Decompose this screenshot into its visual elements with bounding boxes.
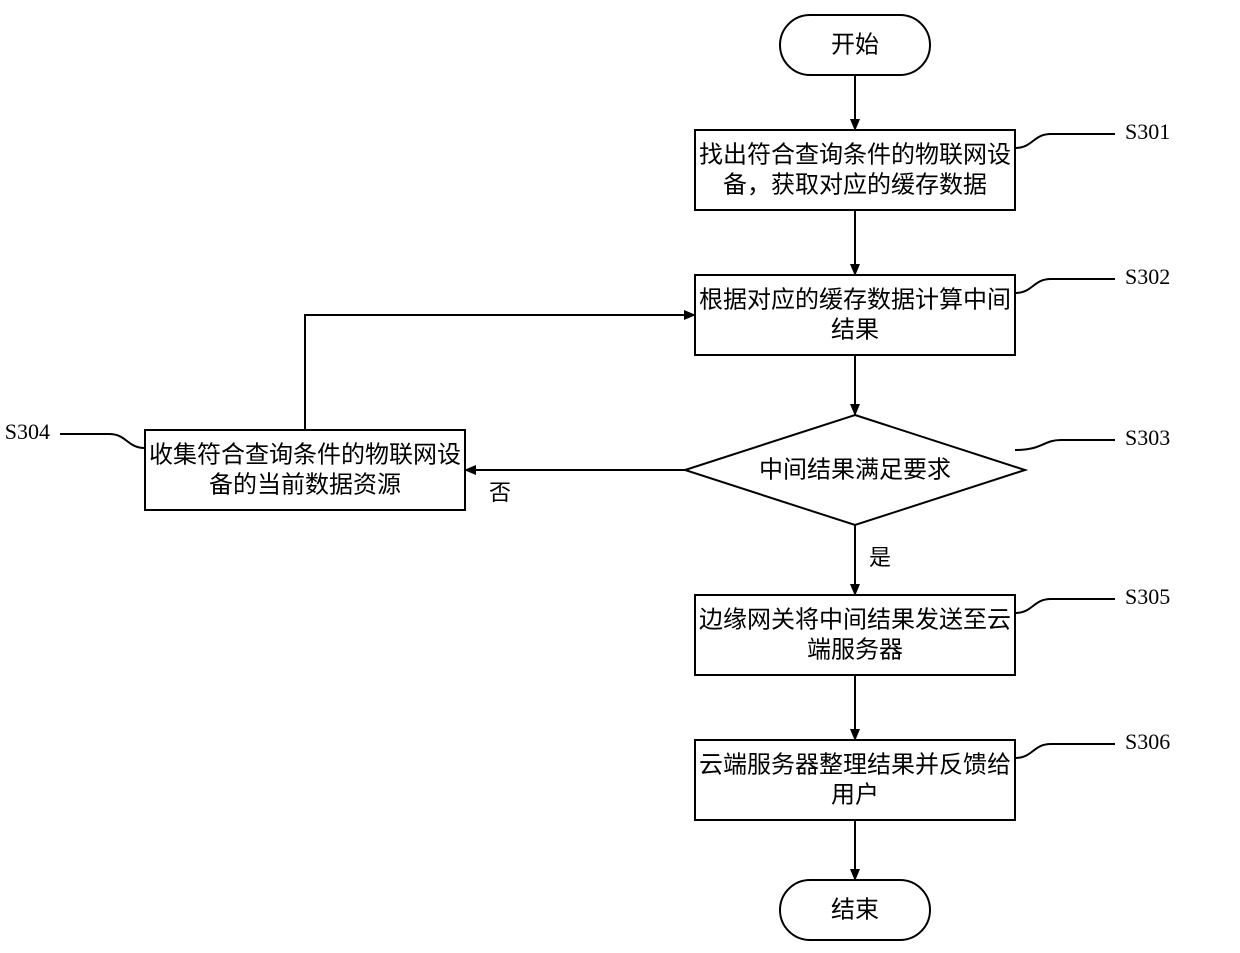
svg-text:边缘网关将中间结果发送至云: 边缘网关将中间结果发送至云 — [699, 607, 1011, 634]
svg-text:收集符合查询条件的物联网设: 收集符合查询条件的物联网设 — [149, 442, 461, 469]
svg-text:找出符合查询条件的物联网设: 找出符合查询条件的物联网设 — [699, 142, 1011, 169]
svg-text:中间结果满足要求: 中间结果满足要求 — [759, 457, 951, 484]
s302-leader — [1015, 279, 1115, 293]
edge-label-4: 否 — [489, 480, 511, 505]
s301-step-label: S301 — [1125, 119, 1170, 144]
s305-leader — [1015, 599, 1115, 613]
svg-text:用户: 用户 — [831, 782, 879, 809]
svg-text:S303: S303 — [1125, 425, 1170, 450]
svg-text:开始: 开始 — [831, 32, 879, 59]
s302-step-label: S302 — [1125, 264, 1170, 289]
svg-text:根据对应的缓存数据计算中间: 根据对应的缓存数据计算中间 — [699, 287, 1011, 314]
s305-step-label: S305 — [1125, 584, 1170, 609]
s306-leader — [1015, 744, 1115, 758]
svg-text:备的当前数据资源: 备的当前数据资源 — [209, 472, 401, 499]
s303-leader — [1015, 440, 1115, 450]
nodes-layer: 开始结束 找出符合查询条件的物联网设备，获取对应的缓存数据根据对应的缓存数据计算中… — [145, 15, 1025, 940]
svg-text:结果: 结果 — [831, 317, 879, 344]
s306-step-label: S306 — [1125, 729, 1170, 754]
s304-step-label: S304 — [5, 419, 50, 444]
flowchart-canvas: 开始结束 找出符合查询条件的物联网设备，获取对应的缓存数据根据对应的缓存数据计算中… — [0, 0, 1240, 953]
edge-label-3: 是 — [869, 545, 891, 570]
s301-leader — [1015, 134, 1115, 148]
svg-text:云端服务器整理结果并反馈给: 云端服务器整理结果并反馈给 — [699, 752, 1011, 779]
svg-text:端服务器: 端服务器 — [807, 637, 903, 664]
edge-5 — [305, 315, 695, 430]
s304-leader — [60, 434, 145, 448]
svg-text:结束: 结束 — [831, 897, 879, 924]
svg-text:备，获取对应的缓存数据: 备，获取对应的缓存数据 — [723, 172, 987, 199]
